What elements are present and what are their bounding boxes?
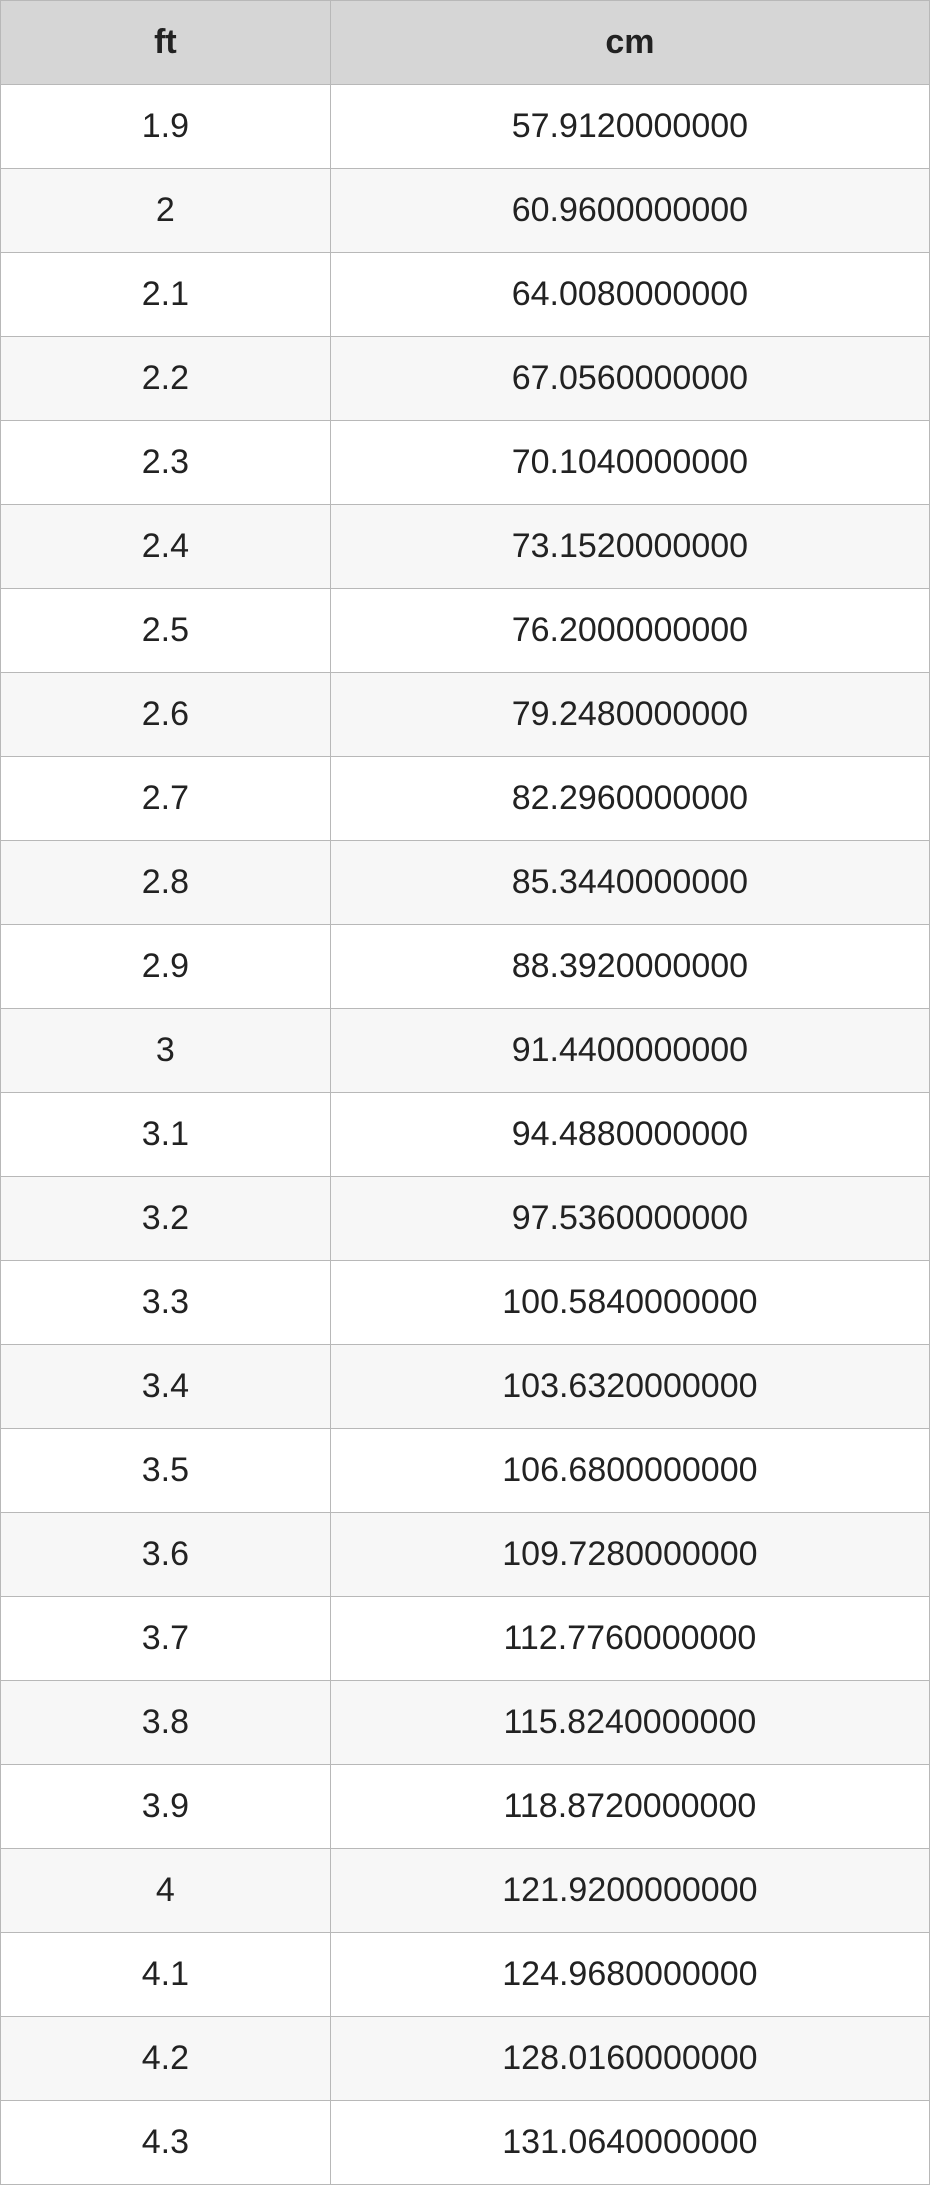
cell-ft: 2.8 <box>1 841 331 925</box>
table-row: 2.576.2000000000 <box>1 589 930 673</box>
table-row: 3.3100.5840000000 <box>1 1261 930 1345</box>
cell-ft: 4.3 <box>1 2101 331 2185</box>
cell-ft: 2.9 <box>1 925 331 1009</box>
cell-cm: 79.2480000000 <box>330 673 929 757</box>
cell-ft: 3.4 <box>1 1345 331 1429</box>
cell-ft: 3.7 <box>1 1597 331 1681</box>
table-row: 4121.9200000000 <box>1 1849 930 1933</box>
cell-ft: 4 <box>1 1849 331 1933</box>
cell-ft: 3.1 <box>1 1093 331 1177</box>
cell-ft: 3 <box>1 1009 331 1093</box>
cell-cm: 121.9200000000 <box>330 1849 929 1933</box>
table-row: 2.885.3440000000 <box>1 841 930 925</box>
table-header-row: ft cm <box>1 1 930 85</box>
table-row: 3.8115.8240000000 <box>1 1681 930 1765</box>
cell-ft: 2.1 <box>1 253 331 337</box>
cell-cm: 91.4400000000 <box>330 1009 929 1093</box>
table-row: 4.2128.0160000000 <box>1 2017 930 2101</box>
cell-ft: 2.7 <box>1 757 331 841</box>
cell-cm: 64.0080000000 <box>330 253 929 337</box>
table-row: 391.4400000000 <box>1 1009 930 1093</box>
cell-cm: 88.3920000000 <box>330 925 929 1009</box>
table-row: 3.6109.7280000000 <box>1 1513 930 1597</box>
cell-cm: 73.1520000000 <box>330 505 929 589</box>
cell-cm: 131.0640000000 <box>330 2101 929 2185</box>
cell-ft: 2.3 <box>1 421 331 505</box>
table-row: 3.5106.6800000000 <box>1 1429 930 1513</box>
table-row: 2.473.1520000000 <box>1 505 930 589</box>
table-row: 2.370.1040000000 <box>1 421 930 505</box>
column-header-ft: ft <box>1 1 331 85</box>
cell-ft: 3.6 <box>1 1513 331 1597</box>
cell-cm: 76.2000000000 <box>330 589 929 673</box>
cell-cm: 124.9680000000 <box>330 1933 929 2017</box>
cell-ft: 3.9 <box>1 1765 331 1849</box>
table-row: 2.679.2480000000 <box>1 673 930 757</box>
table-row: 2.267.0560000000 <box>1 337 930 421</box>
column-header-cm: cm <box>330 1 929 85</box>
table-row: 260.9600000000 <box>1 169 930 253</box>
table-row: 2.988.3920000000 <box>1 925 930 1009</box>
conversion-table-wrap: ft cm 1.957.9120000000 260.9600000000 2.… <box>0 0 930 2185</box>
cell-ft: 3.2 <box>1 1177 331 1261</box>
cell-cm: 82.2960000000 <box>330 757 929 841</box>
cell-ft: 2.6 <box>1 673 331 757</box>
table-row: 3.4103.6320000000 <box>1 1345 930 1429</box>
table-row: 3.297.5360000000 <box>1 1177 930 1261</box>
cell-cm: 60.9600000000 <box>330 169 929 253</box>
cell-cm: 94.4880000000 <box>330 1093 929 1177</box>
cell-cm: 103.6320000000 <box>330 1345 929 1429</box>
cell-cm: 106.6800000000 <box>330 1429 929 1513</box>
table-row: 1.957.9120000000 <box>1 85 930 169</box>
cell-cm: 109.7280000000 <box>330 1513 929 1597</box>
table-row: 3.9118.8720000000 <box>1 1765 930 1849</box>
cell-ft: 2.4 <box>1 505 331 589</box>
table-row: 4.1124.9680000000 <box>1 1933 930 2017</box>
cell-cm: 57.9120000000 <box>330 85 929 169</box>
cell-ft: 4.2 <box>1 2017 331 2101</box>
cell-ft: 3.3 <box>1 1261 331 1345</box>
cell-ft: 3.5 <box>1 1429 331 1513</box>
table-row: 3.7112.7760000000 <box>1 1597 930 1681</box>
cell-ft: 2 <box>1 169 331 253</box>
cell-ft: 2.5 <box>1 589 331 673</box>
cell-cm: 97.5360000000 <box>330 1177 929 1261</box>
cell-cm: 67.0560000000 <box>330 337 929 421</box>
cell-cm: 115.8240000000 <box>330 1681 929 1765</box>
cell-cm: 70.1040000000 <box>330 421 929 505</box>
cell-ft: 2.2 <box>1 337 331 421</box>
cell-cm: 85.3440000000 <box>330 841 929 925</box>
conversion-table: ft cm 1.957.9120000000 260.9600000000 2.… <box>0 0 930 2185</box>
cell-ft: 3.8 <box>1 1681 331 1765</box>
table-row: 2.782.2960000000 <box>1 757 930 841</box>
cell-cm: 112.7760000000 <box>330 1597 929 1681</box>
cell-ft: 1.9 <box>1 85 331 169</box>
table-row: 4.3131.0640000000 <box>1 2101 930 2185</box>
table-row: 3.194.4880000000 <box>1 1093 930 1177</box>
cell-ft: 4.1 <box>1 1933 331 2017</box>
cell-cm: 128.0160000000 <box>330 2017 929 2101</box>
cell-cm: 100.5840000000 <box>330 1261 929 1345</box>
cell-cm: 118.8720000000 <box>330 1765 929 1849</box>
table-row: 2.164.0080000000 <box>1 253 930 337</box>
